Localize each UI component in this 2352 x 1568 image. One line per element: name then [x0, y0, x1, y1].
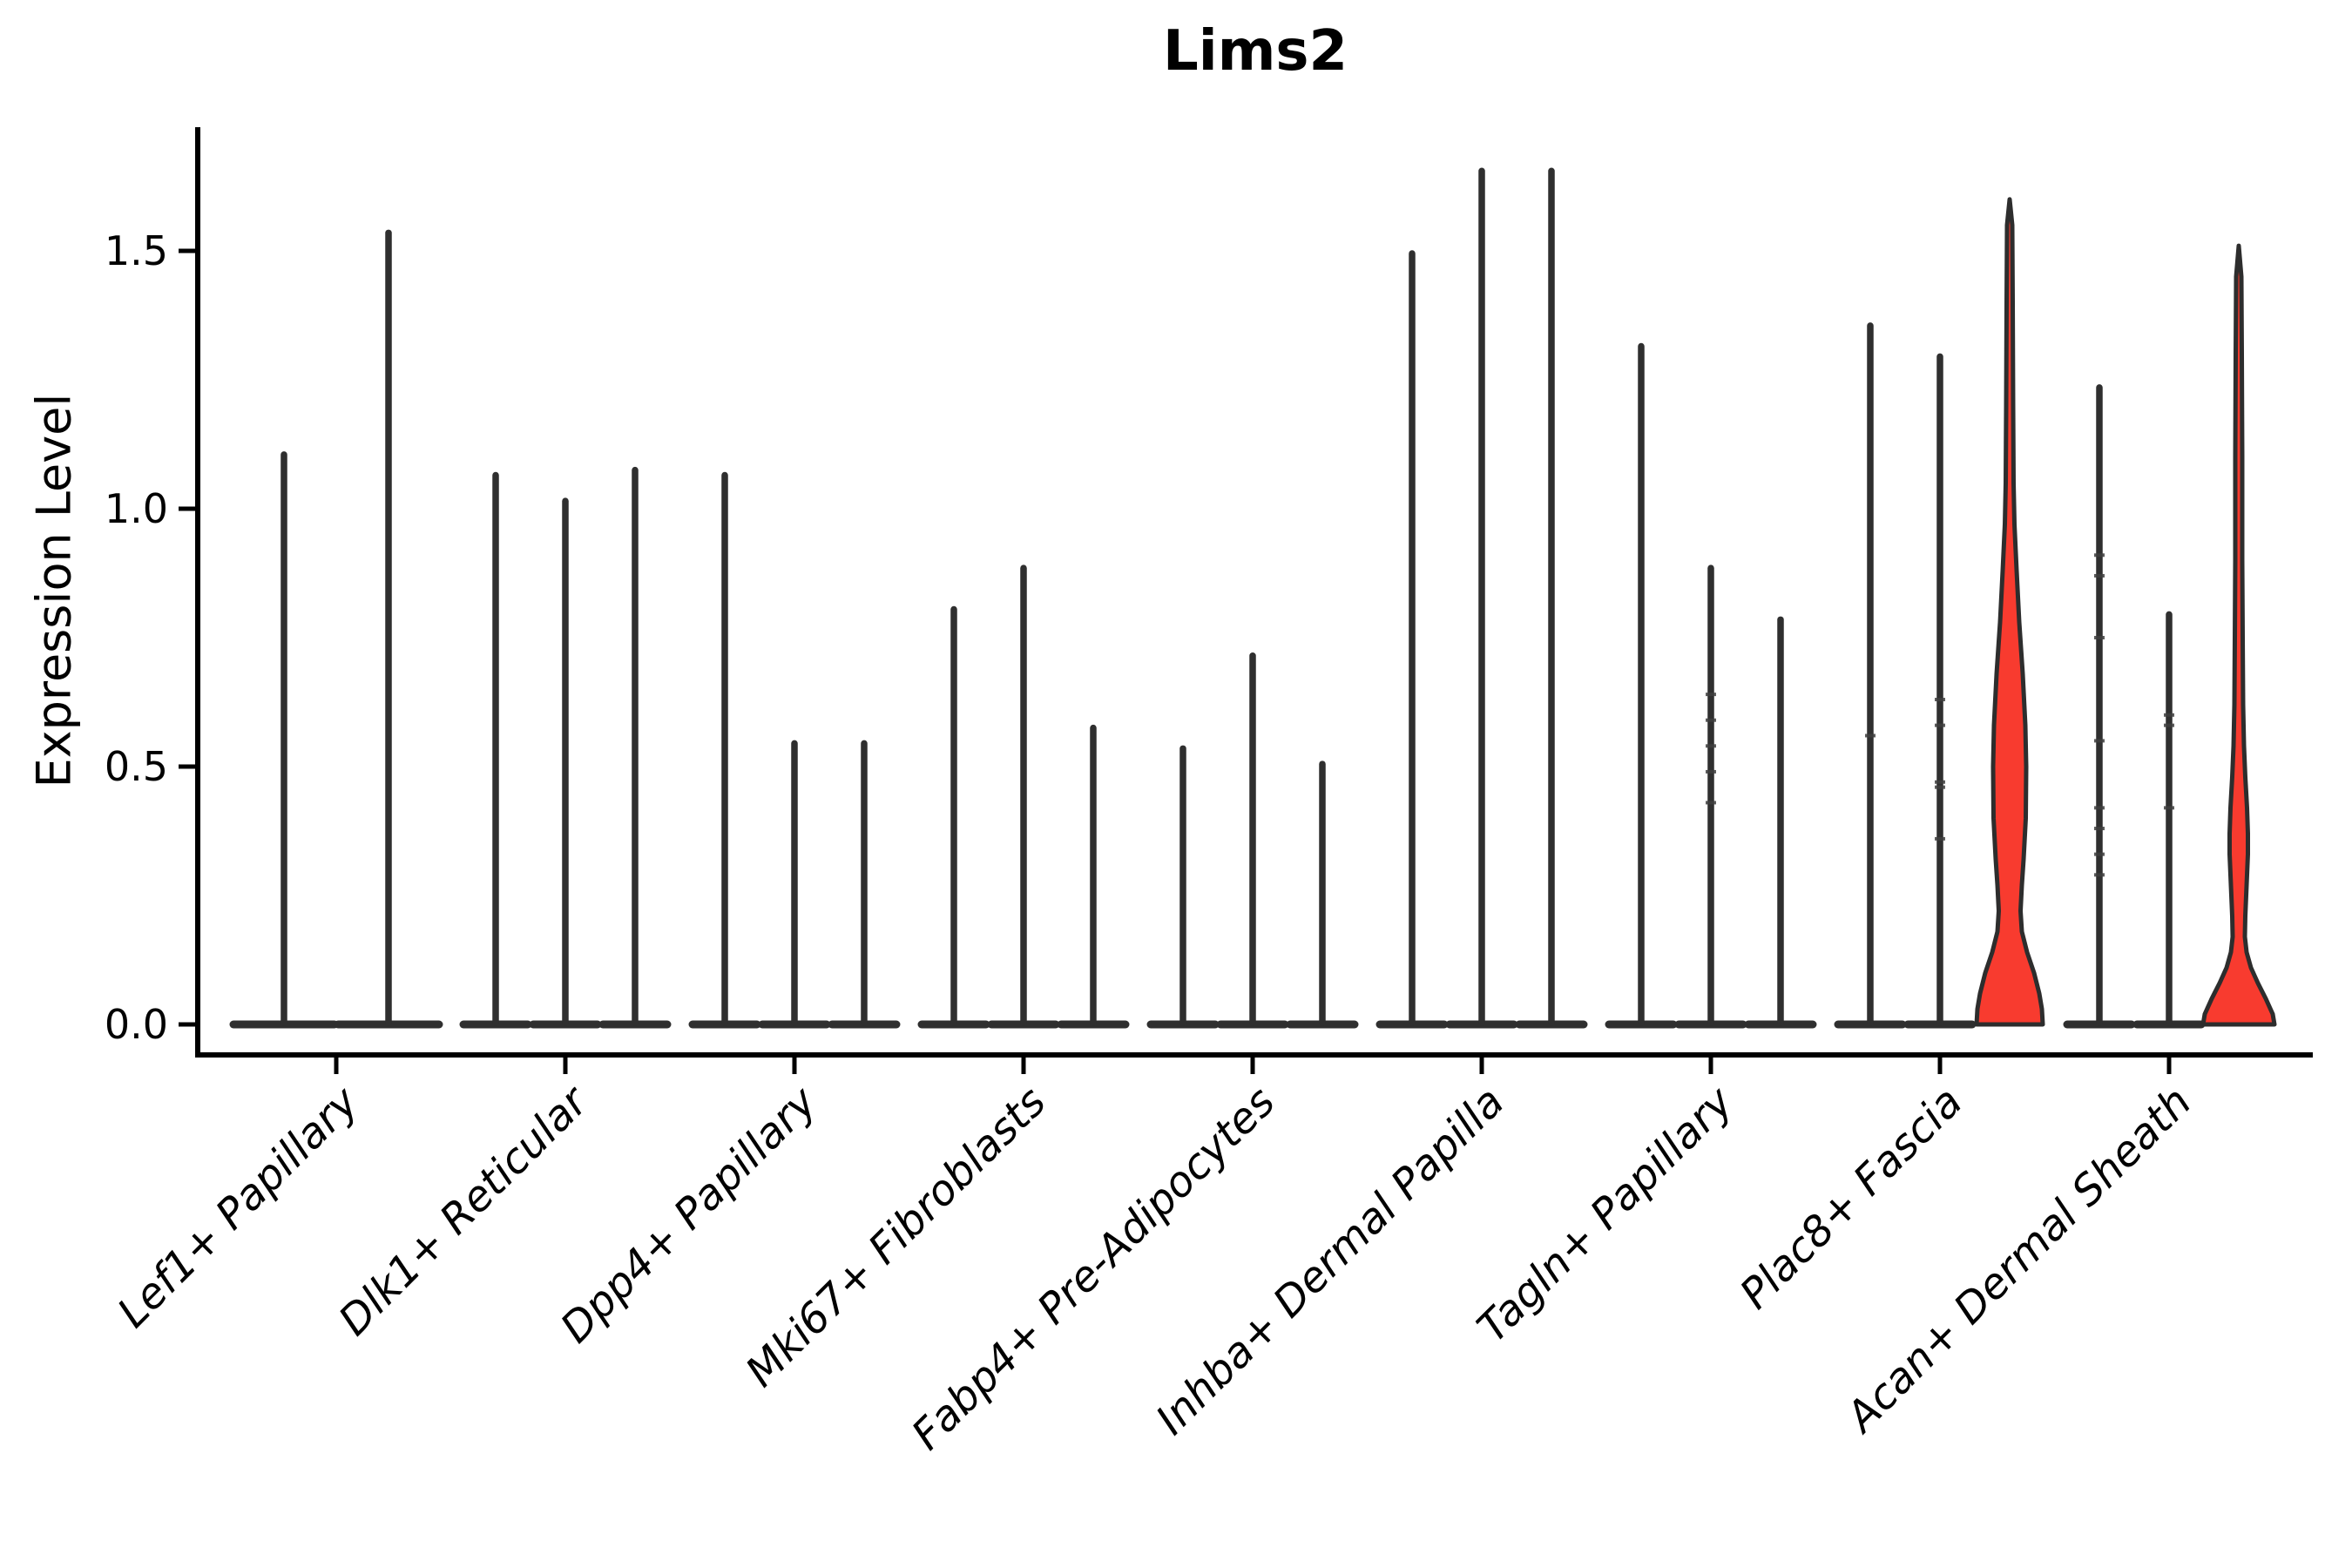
y-tick-label: 0.0 [105, 1001, 168, 1048]
x-tick-label: Dpp4+ Papillary [551, 1077, 827, 1352]
y-tick-label: 1.5 [105, 227, 168, 274]
violin-highlighted [2200, 243, 2277, 1027]
x-tick-label: Tagln+ Papillary [1468, 1077, 1743, 1352]
x-tick-label: Lef1+ Papillary [108, 1077, 368, 1337]
y-tick-label: 1.0 [105, 485, 168, 532]
plot-title: Lims2 [1162, 19, 1348, 84]
x-tick-label: Plac8+ Fascia [1731, 1078, 1972, 1319]
violin-highlighted [1974, 197, 2045, 1027]
x-tick-label: Fabp4+ Pre-Adipocytes [902, 1078, 1285, 1460]
y-tick-label: 0.5 [105, 743, 168, 790]
x-tick-label: Dlk1+ Reticular [329, 1076, 599, 1346]
